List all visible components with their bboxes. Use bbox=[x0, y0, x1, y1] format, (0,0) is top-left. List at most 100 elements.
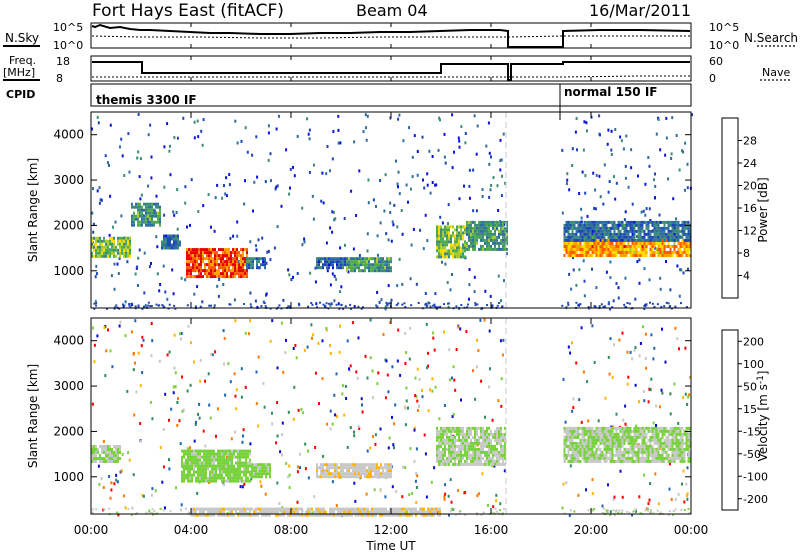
power-data-cell bbox=[490, 244, 492, 248]
power-data-cell bbox=[364, 257, 366, 261]
power-data-cell bbox=[665, 220, 668, 224]
velocity-data-cell bbox=[470, 444, 472, 448]
power-data-cell bbox=[456, 237, 458, 241]
power-data-cell bbox=[683, 251, 686, 254]
power-scatter-cell bbox=[91, 127, 93, 131]
velocity-scatter-cell bbox=[372, 396, 374, 400]
power-scatter-cell bbox=[313, 163, 315, 167]
power-data-cell bbox=[220, 248, 222, 252]
velocity-scatter-cell bbox=[388, 436, 391, 440]
velocity-scatter-cell bbox=[281, 421, 284, 425]
power-data-cell bbox=[204, 248, 206, 252]
power-data-cell bbox=[597, 220, 600, 224]
power-ground-cell bbox=[113, 307, 116, 310]
power-scatter-cell bbox=[458, 197, 461, 201]
velocity-data-cell bbox=[338, 466, 340, 470]
velocity-data-cell bbox=[438, 429, 440, 433]
power-data-cell bbox=[579, 254, 582, 257]
velocity-data-cell bbox=[249, 458, 251, 462]
power-data-cell bbox=[645, 245, 648, 248]
velocity-scatter-cell bbox=[215, 434, 217, 438]
velocity-scatter-cell bbox=[634, 383, 637, 387]
velocity-data-cell bbox=[233, 455, 235, 459]
power-data-cell bbox=[472, 241, 474, 245]
power-ground-cell bbox=[311, 303, 314, 306]
power-scatter-cell bbox=[398, 113, 401, 117]
power-data-cell bbox=[147, 214, 149, 218]
power-scatter-cell bbox=[273, 246, 276, 250]
power-data-cell bbox=[442, 240, 444, 244]
power-data-cell bbox=[565, 223, 568, 227]
velocity-data-cell bbox=[571, 444, 574, 448]
velocity-scatter-cell bbox=[685, 482, 688, 486]
velocity-data-cell bbox=[621, 453, 624, 457]
velocity-data-cell bbox=[458, 447, 460, 451]
power-scatter-cell bbox=[376, 234, 379, 238]
velocity-data-cell bbox=[502, 447, 504, 451]
cpid-row: CPID themis 3300 IF normal 150 IF bbox=[6, 83, 692, 120]
velocity-data-cell bbox=[454, 462, 456, 466]
velocity-data-cell bbox=[187, 449, 189, 453]
power-data-cell bbox=[621, 232, 624, 236]
power-scatter-cell bbox=[485, 144, 488, 148]
power-data-cell bbox=[242, 248, 244, 252]
power-scatter-cell bbox=[500, 158, 503, 162]
power-data-cell bbox=[208, 254, 210, 258]
velocity-data-cell bbox=[458, 432, 460, 436]
velocity-data-cell bbox=[219, 464, 221, 468]
velocity-data-cell bbox=[575, 435, 578, 439]
velocity-data-cell bbox=[352, 472, 354, 476]
velocity-ground-cell bbox=[450, 507, 453, 510]
power-data-cell bbox=[466, 244, 468, 248]
power-data-cell bbox=[448, 225, 450, 229]
power-data-cell bbox=[103, 251, 105, 255]
power-scatter-cell bbox=[623, 218, 626, 222]
power-data-cell bbox=[238, 272, 240, 276]
velocity-scatter-cell bbox=[404, 332, 407, 335]
velocity-data-cell bbox=[639, 426, 642, 430]
power-data-cell bbox=[388, 269, 390, 273]
power-data-cell bbox=[575, 248, 578, 251]
velocity-scatter-cell bbox=[448, 348, 451, 352]
velocity-data-cell bbox=[452, 435, 454, 439]
velocity-data-cell bbox=[440, 459, 442, 463]
velocity-scatter-cell bbox=[142, 338, 145, 342]
velocity-scatter-cell bbox=[570, 341, 573, 345]
velocity-data-cell bbox=[362, 469, 364, 473]
power-data-cell bbox=[143, 214, 145, 218]
velocity-scatter-cell bbox=[624, 404, 627, 408]
power-scatter-cell bbox=[415, 282, 418, 286]
power-scatter-cell bbox=[598, 132, 601, 136]
velocity-data-cell bbox=[340, 466, 342, 470]
power-data-cell bbox=[208, 272, 210, 276]
velocity-data-cell bbox=[239, 476, 241, 480]
power-data-cell bbox=[218, 266, 220, 270]
power-scatter-cell bbox=[675, 134, 678, 137]
power-data-cell bbox=[671, 245, 674, 248]
velocity-scatter-cell bbox=[503, 469, 506, 473]
velocity-data-cell bbox=[623, 453, 626, 457]
velocity-data-cell bbox=[199, 461, 201, 465]
velocity-data-cell bbox=[336, 469, 338, 473]
velocity-scatter-cell bbox=[376, 382, 379, 386]
power-scatter-cell bbox=[306, 117, 309, 121]
velocity-data-cell bbox=[225, 470, 227, 474]
power-data-cell bbox=[196, 248, 198, 252]
power-data-cell bbox=[202, 260, 204, 264]
power-data-cell bbox=[593, 248, 596, 251]
power-data-cell bbox=[609, 251, 612, 254]
power-ground-cell bbox=[498, 302, 501, 304]
power-scatter-cell bbox=[303, 237, 306, 241]
power-data-cell bbox=[492, 226, 494, 230]
power-data-cell bbox=[342, 263, 344, 267]
velocity-ground-cell bbox=[569, 509, 572, 512]
velocity-data-cell bbox=[191, 452, 193, 456]
power-data-cell bbox=[647, 235, 650, 239]
velocity-scatter-cell bbox=[314, 446, 317, 449]
power-data-cell bbox=[482, 235, 484, 239]
power-data-cell bbox=[506, 226, 508, 230]
power-data-cell bbox=[238, 266, 240, 270]
power-data-cell bbox=[244, 272, 246, 276]
velocity-scatter-cell bbox=[571, 409, 574, 413]
velocity-scatter-cell bbox=[242, 428, 245, 432]
